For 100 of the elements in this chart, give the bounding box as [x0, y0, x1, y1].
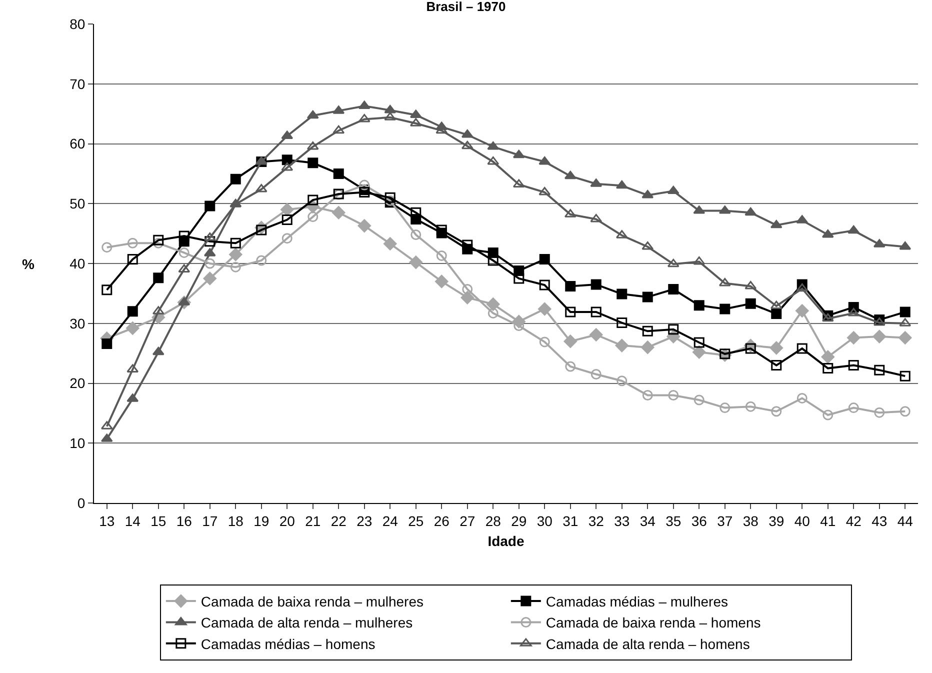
point: [770, 341, 783, 355]
point: [514, 273, 524, 284]
point: [874, 364, 885, 376]
point: [178, 247, 190, 258]
point: [306, 110, 319, 119]
x-tick-label: 42: [846, 512, 862, 529]
point: [256, 224, 267, 236]
point: [668, 284, 679, 294]
point: [384, 104, 396, 114]
x-tick-label: 18: [228, 512, 244, 529]
point: [384, 237, 397, 250]
point: [359, 187, 370, 198]
point: [590, 306, 602, 318]
y-axis-title: %: [22, 256, 35, 272]
point: [796, 392, 808, 404]
x-tick-label: 34: [640, 512, 656, 529]
point: [308, 194, 318, 206]
x-tick-label: 20: [279, 512, 296, 529]
point: [771, 406, 782, 417]
point: [694, 337, 704, 348]
legend-label: Camada de alta renda – homens: [546, 636, 750, 652]
point: [668, 324, 679, 335]
point: [410, 230, 422, 240]
point: [848, 225, 860, 234]
point: [358, 100, 370, 110]
point: [745, 343, 756, 354]
point: [487, 141, 500, 150]
point: [564, 170, 576, 180]
x-tick-label: 14: [124, 512, 141, 529]
point: [486, 298, 500, 311]
point: [694, 394, 704, 406]
point: [308, 212, 318, 222]
point: [539, 336, 550, 348]
point: [796, 343, 808, 354]
point: [720, 348, 730, 360]
y-tick-label: 40: [70, 255, 86, 272]
point: [538, 156, 551, 165]
point: [770, 300, 782, 310]
point: [692, 346, 706, 359]
y-tick-label: 60: [70, 136, 86, 152]
point: [410, 207, 422, 218]
point: [332, 125, 345, 134]
point: [822, 410, 834, 420]
y-tick-label: 10: [70, 435, 86, 452]
point: [744, 207, 757, 216]
point: [642, 390, 653, 400]
x-tick-label: 43: [872, 512, 888, 529]
point: [204, 236, 216, 247]
point: [667, 258, 680, 268]
point: [821, 350, 834, 364]
point: [564, 334, 577, 348]
x-tick-label: 38: [742, 512, 759, 529]
point: [822, 313, 834, 322]
point: [771, 308, 782, 320]
point: [460, 291, 474, 304]
x-tick-label: 22: [330, 512, 347, 529]
x-tick-label: 25: [408, 512, 424, 529]
point: [152, 346, 164, 356]
point: [358, 219, 371, 232]
point: [745, 401, 756, 412]
point: [848, 308, 860, 316]
point: [668, 390, 679, 400]
point: [436, 224, 447, 236]
point: [590, 214, 602, 222]
point: [693, 256, 706, 265]
y-tick-label: 70: [70, 76, 86, 92]
x-tick-label: 44: [897, 512, 914, 529]
x-tick-label: 28: [485, 512, 502, 529]
point: [308, 158, 318, 168]
legend-label: Camada de baixa renda – mulheres: [200, 593, 424, 610]
x-tick-label: 15: [150, 512, 166, 529]
x-tick-label: 33: [614, 512, 630, 529]
x-tick-label: 17: [202, 512, 218, 529]
x-tick-label: 32: [588, 512, 604, 529]
point: [462, 284, 473, 294]
point: [333, 168, 344, 179]
x-tick-label: 39: [768, 512, 784, 529]
point: [720, 304, 730, 314]
point: [461, 140, 474, 150]
x-tick-label: 26: [434, 512, 450, 529]
point: [641, 340, 654, 354]
legend-label: Camada de baixa renda – homens: [546, 614, 761, 631]
point: [745, 298, 756, 309]
y-tick-label: 30: [70, 315, 86, 332]
point: [848, 402, 859, 414]
point: [642, 241, 654, 250]
point: [282, 154, 292, 166]
point: [282, 214, 292, 226]
point: [615, 338, 628, 352]
x-tick-label: 35: [666, 512, 682, 529]
y-tick-label: 0: [77, 494, 86, 511]
point: [487, 156, 500, 165]
point: [332, 206, 346, 220]
point: [642, 292, 653, 302]
chart-title: Brasil – 1970: [426, 0, 506, 14]
point: [848, 360, 859, 371]
x-axis-title: Idade: [488, 533, 524, 550]
y-tick-label: 80: [70, 16, 86, 32]
x-tick-label: 23: [356, 512, 372, 529]
point: [230, 262, 241, 272]
